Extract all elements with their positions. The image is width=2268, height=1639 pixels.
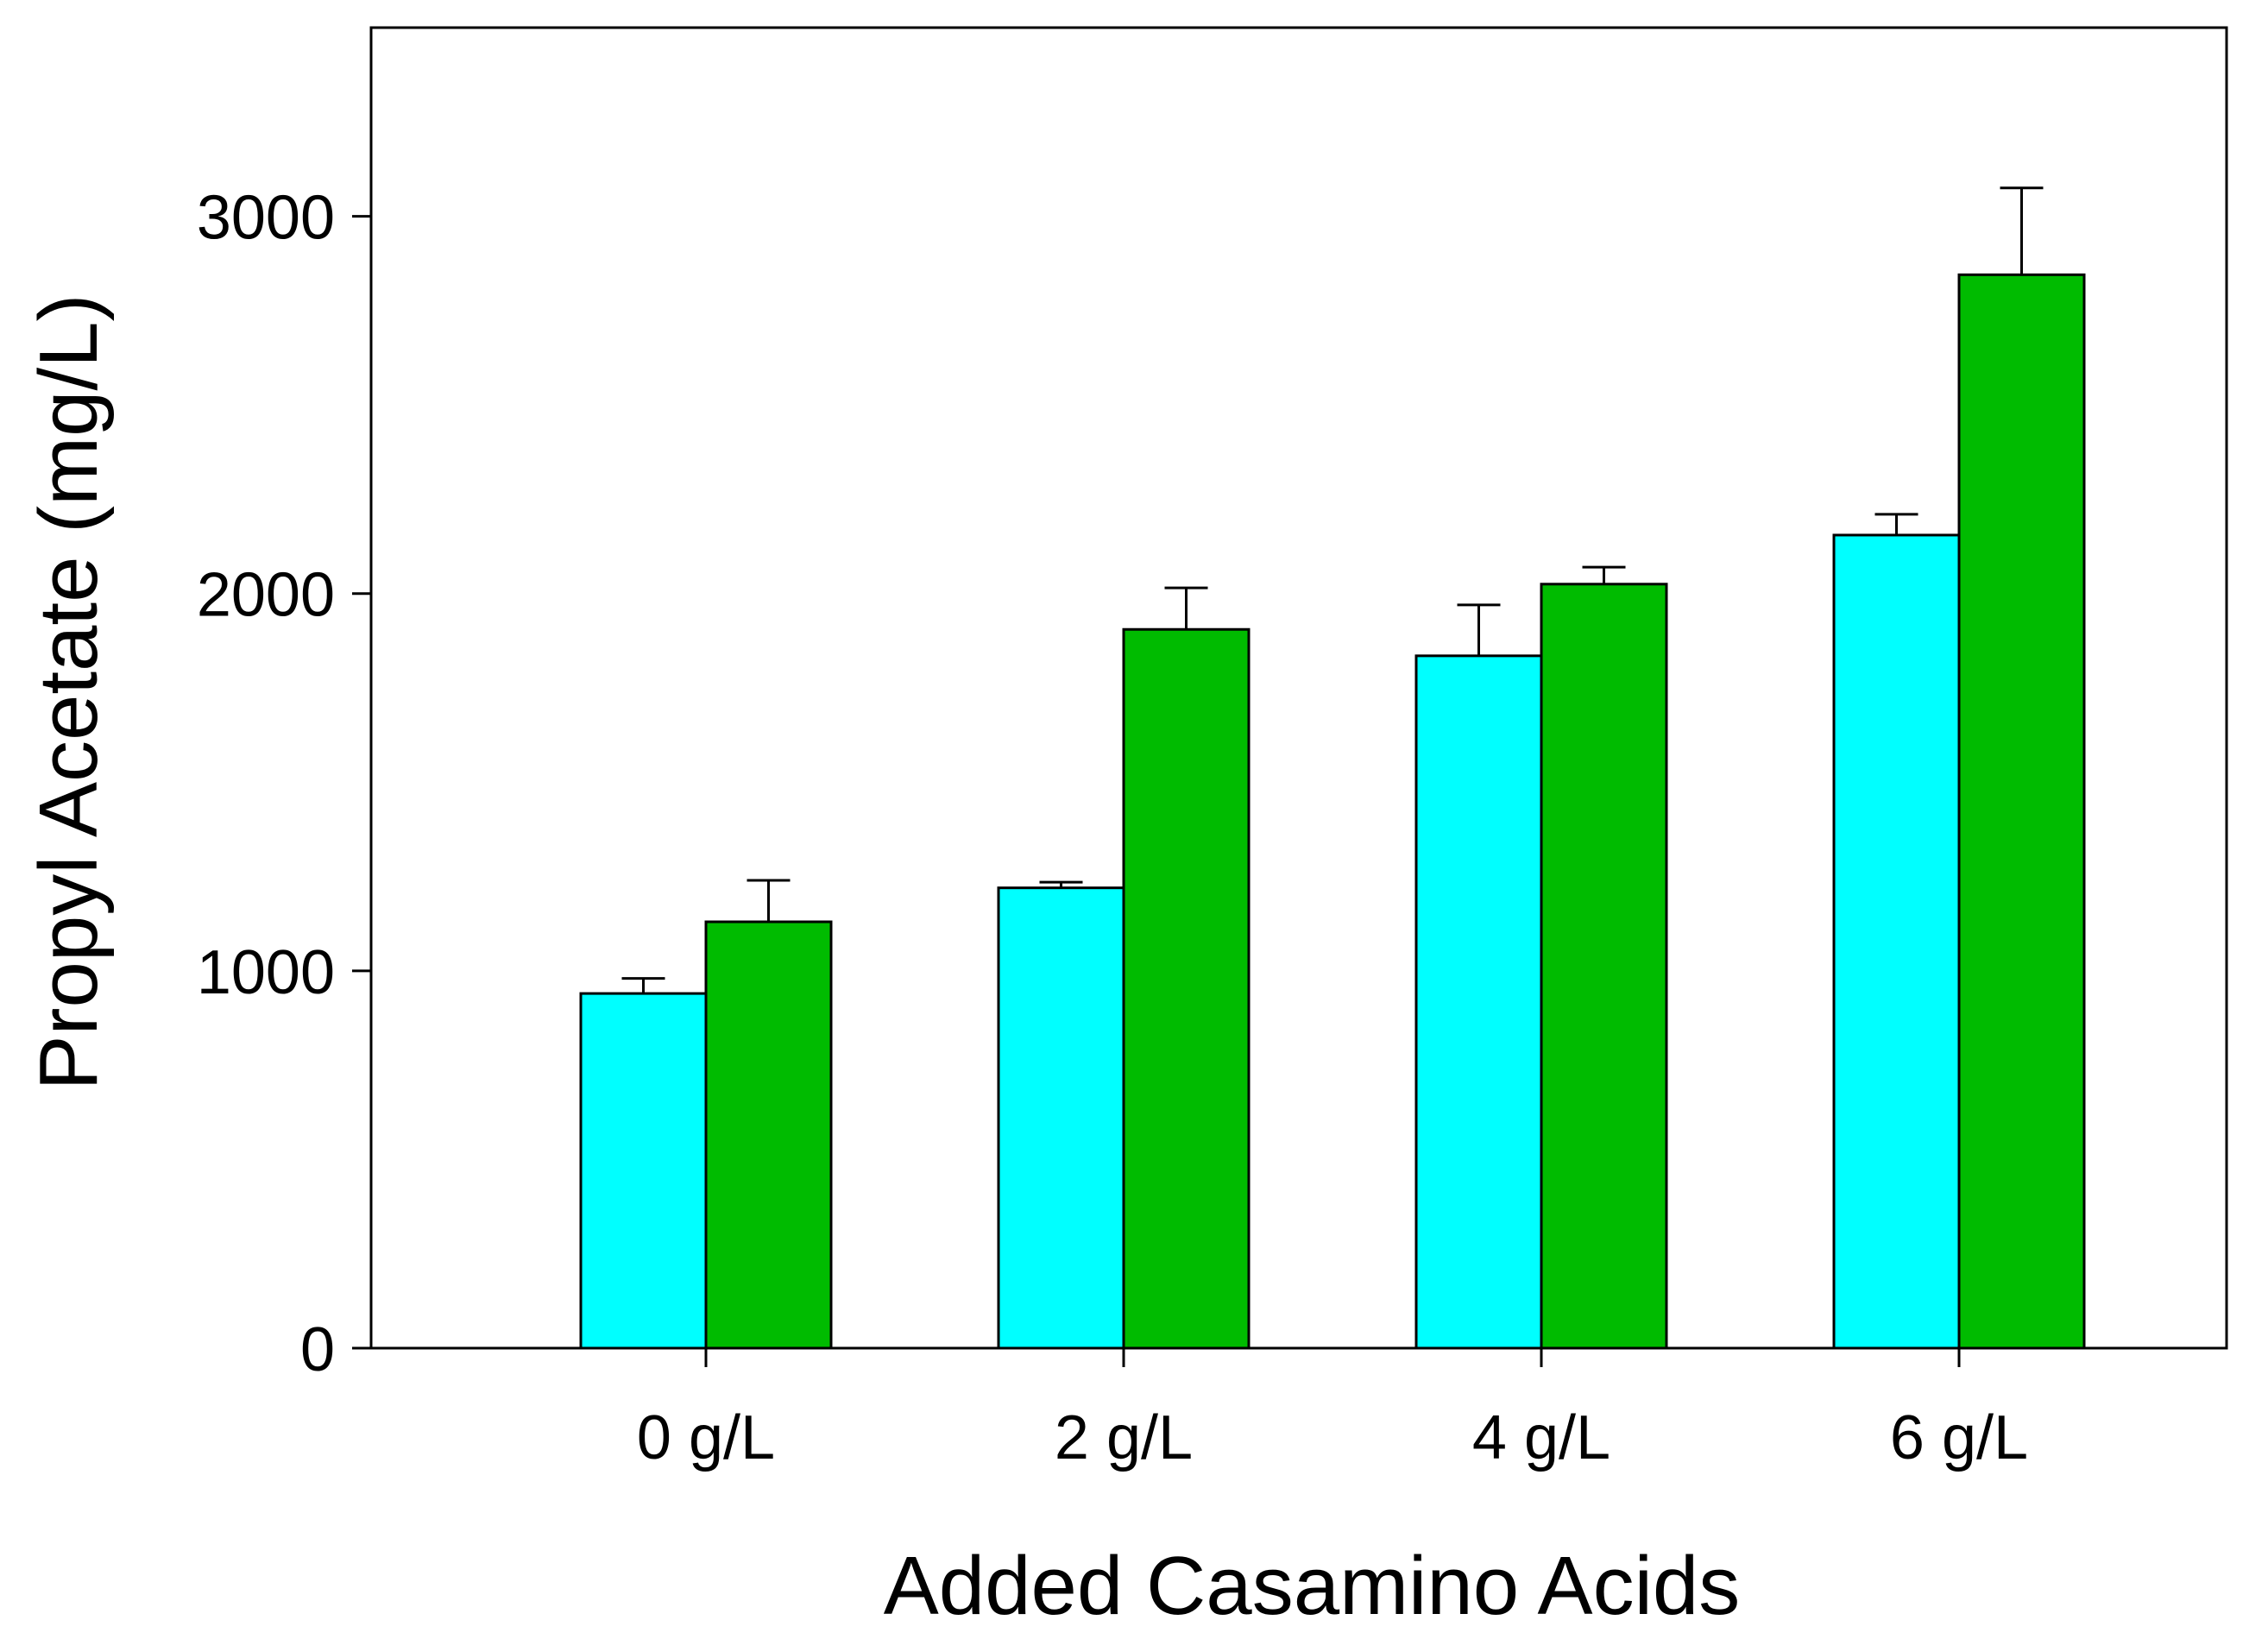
x-tick-label-2-g-l: 2 g/L — [1055, 1403, 1193, 1472]
bar-series2-cat3 — [1540, 583, 1668, 1350]
y-axis-title: Propyl Acetate (mg/L) — [22, 293, 115, 1090]
x-axis-title: Added Casamino Acids — [884, 1540, 1741, 1632]
y-tick-label-3000: 3000 — [197, 184, 335, 253]
error-bars-layer — [621, 186, 2044, 994]
x-tick-label-0-g-l: 0 g/L — [637, 1403, 775, 1472]
x-tick-label-6-g-l: 6 g/L — [1890, 1403, 2028, 1472]
y-axis-ticks: 0 1000 2000 3000 — [197, 184, 371, 1384]
bar-series1-cat4 — [1832, 533, 1961, 1350]
bar-series2-cat1 — [704, 920, 833, 1350]
plot-frame — [369, 26, 2228, 1350]
y-tick-label-1000: 1000 — [197, 938, 335, 1007]
bar-series1-cat1 — [579, 992, 708, 1350]
y-tick-label-0: 0 — [300, 1315, 335, 1384]
bar-series2-cat4 — [1957, 273, 2086, 1350]
x-axis-ticks: 0 g/L 2 g/L 4 g/L 6 g/L — [637, 1348, 2028, 1472]
y-tick-label-2000: 2000 — [197, 561, 335, 630]
bar-series1-cat3 — [1414, 654, 1543, 1350]
bar-series2-cat2 — [1122, 627, 1251, 1350]
x-tick-label-4-g-l: 4 g/L — [1472, 1403, 1610, 1472]
bar-series1-cat2 — [997, 886, 1125, 1350]
bars-layer — [579, 273, 2086, 1350]
